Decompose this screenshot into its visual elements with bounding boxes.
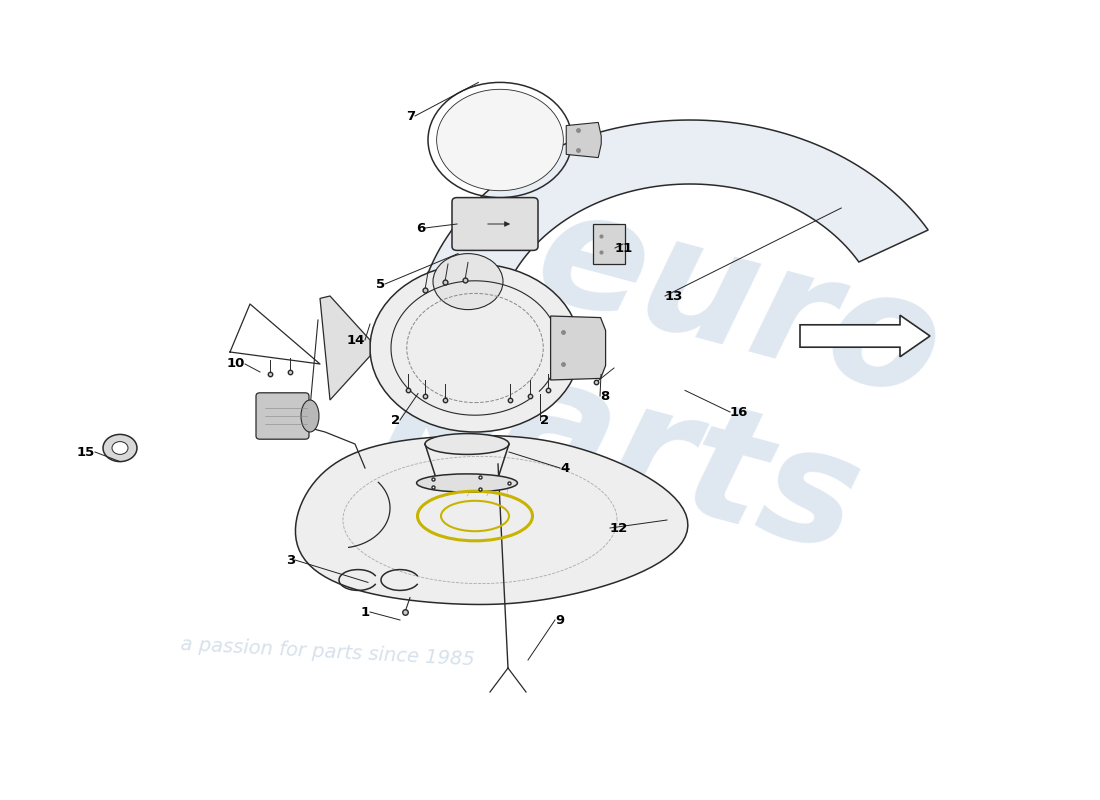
- Text: 15: 15: [77, 446, 95, 458]
- Text: parts: parts: [379, 312, 877, 584]
- FancyBboxPatch shape: [256, 393, 309, 439]
- Circle shape: [112, 442, 128, 454]
- Text: 2: 2: [540, 414, 549, 426]
- Text: 2: 2: [390, 414, 400, 426]
- Polygon shape: [566, 122, 602, 158]
- Text: 11: 11: [615, 242, 634, 254]
- Circle shape: [370, 264, 580, 432]
- FancyBboxPatch shape: [593, 224, 625, 264]
- Text: 12: 12: [610, 522, 628, 534]
- Text: euro: euro: [520, 176, 957, 432]
- Polygon shape: [296, 435, 688, 605]
- Text: 9: 9: [556, 614, 564, 626]
- Ellipse shape: [301, 400, 319, 432]
- Text: a passion for parts since 1985: a passion for parts since 1985: [180, 635, 475, 669]
- Polygon shape: [415, 120, 928, 415]
- Text: 16: 16: [730, 406, 748, 418]
- FancyArrow shape: [800, 315, 929, 357]
- FancyBboxPatch shape: [452, 198, 538, 250]
- Circle shape: [437, 90, 563, 190]
- Circle shape: [103, 434, 138, 462]
- Text: 5: 5: [376, 278, 385, 290]
- Polygon shape: [320, 296, 370, 400]
- Text: 6: 6: [416, 222, 425, 234]
- Text: 7: 7: [406, 110, 415, 122]
- Text: 4: 4: [560, 462, 570, 474]
- Ellipse shape: [425, 434, 509, 454]
- Text: 13: 13: [666, 290, 683, 302]
- Text: 1: 1: [361, 606, 370, 618]
- Text: 10: 10: [227, 358, 245, 370]
- Text: 14: 14: [346, 334, 365, 346]
- Ellipse shape: [417, 474, 517, 492]
- Circle shape: [433, 254, 503, 310]
- Text: 3: 3: [286, 554, 295, 566]
- Polygon shape: [551, 316, 606, 380]
- Text: 8: 8: [600, 390, 609, 402]
